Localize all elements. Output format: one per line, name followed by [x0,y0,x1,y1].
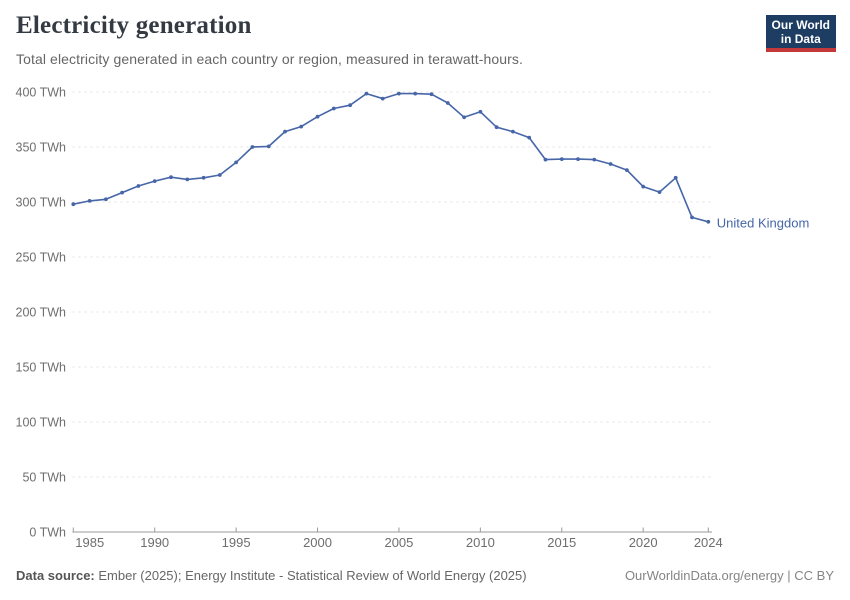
data-point-marker [364,91,369,96]
y-axis-label: 50 TWh [22,471,66,485]
y-axis-label: 300 TWh [16,196,67,210]
data-point-marker [641,184,646,189]
x-axis-label: 2000 [303,535,332,550]
owid-logo-line1: Our World [771,18,830,32]
data-point-marker [71,202,76,207]
x-axis-label: 2005 [384,535,413,550]
data-point-marker [169,175,173,180]
y-axis-label: 0 TWh [29,526,66,540]
data-point-marker [706,219,711,224]
y-axis-label: 250 TWh [16,251,67,265]
data-point-marker [87,199,92,203]
x-axis-label: 1990 [140,535,169,550]
data-point-marker [413,91,418,96]
data-point-marker [494,125,499,130]
y-axis-label: 150 TWh [16,361,67,375]
data-point-marker [462,115,466,120]
data-point-marker [348,103,352,108]
x-axis-label: 2024 [694,535,723,550]
footer-link[interactable]: OurWorldinData.org/energy | CC BY [624,568,834,583]
data-point-marker [543,157,548,162]
data-point-marker [152,179,157,184]
data-point-marker [201,175,206,180]
data-point-marker [608,162,613,166]
page-title: Electricity generation [16,12,252,39]
data-point-marker [478,109,483,114]
data-point-marker [380,96,385,101]
data-point-marker [429,92,434,97]
data-point-marker [397,91,401,96]
data-point-marker [511,129,515,134]
data-point-marker [234,160,239,165]
series-label-united-kingdom[interactable]: United Kingdom [717,215,810,230]
y-axis-label: 200 TWh [16,306,67,320]
y-axis-label: 100 TWh [16,416,67,430]
data-point-marker [673,175,678,180]
chart-footer: Data source: Ember (2025); Energy Instit… [16,568,834,583]
data-source-label: Data source: [16,568,95,583]
owid-logo-line2: in Data [780,32,821,47]
data-point-marker [625,168,629,173]
data-point-marker [592,157,597,162]
data-point-marker [283,129,287,134]
data-point-marker [576,157,580,162]
data-point-marker [104,197,108,202]
data-point-marker [250,145,255,149]
chart-subtitle: Total electricity generated in each coun… [16,51,524,67]
line-series-united-kingdom[interactable] [72,92,710,223]
x-axis-label: 2020 [629,535,658,550]
data-point-marker [690,215,694,220]
data-source: Data source: Ember (2025); Energy Instit… [16,568,527,583]
data-point-marker [266,144,271,149]
data-point-marker [527,135,532,140]
data-point-marker [331,106,336,111]
data-point-marker [185,177,190,182]
x-axis-label: 1995 [222,535,251,550]
data-point-marker [217,173,222,177]
data-point-marker [299,124,304,129]
data-point-marker [559,157,564,162]
data-point-marker [657,190,662,195]
x-axis-label: 1985 [75,535,104,550]
data-source-text: Ember (2025); Energy Institute - Statist… [98,568,527,583]
y-axis-label: 350 TWh [16,141,67,155]
data-point-marker [120,190,124,195]
data-point-marker [445,101,450,105]
data-point-marker [136,184,141,188]
data-point-marker [315,114,320,119]
owid-logo[interactable]: Our World in Data [765,15,836,53]
y-axis-label: 400 TWh [16,86,67,100]
x-axis-label: 2015 [547,535,576,550]
x-axis-label: 2010 [466,535,495,550]
